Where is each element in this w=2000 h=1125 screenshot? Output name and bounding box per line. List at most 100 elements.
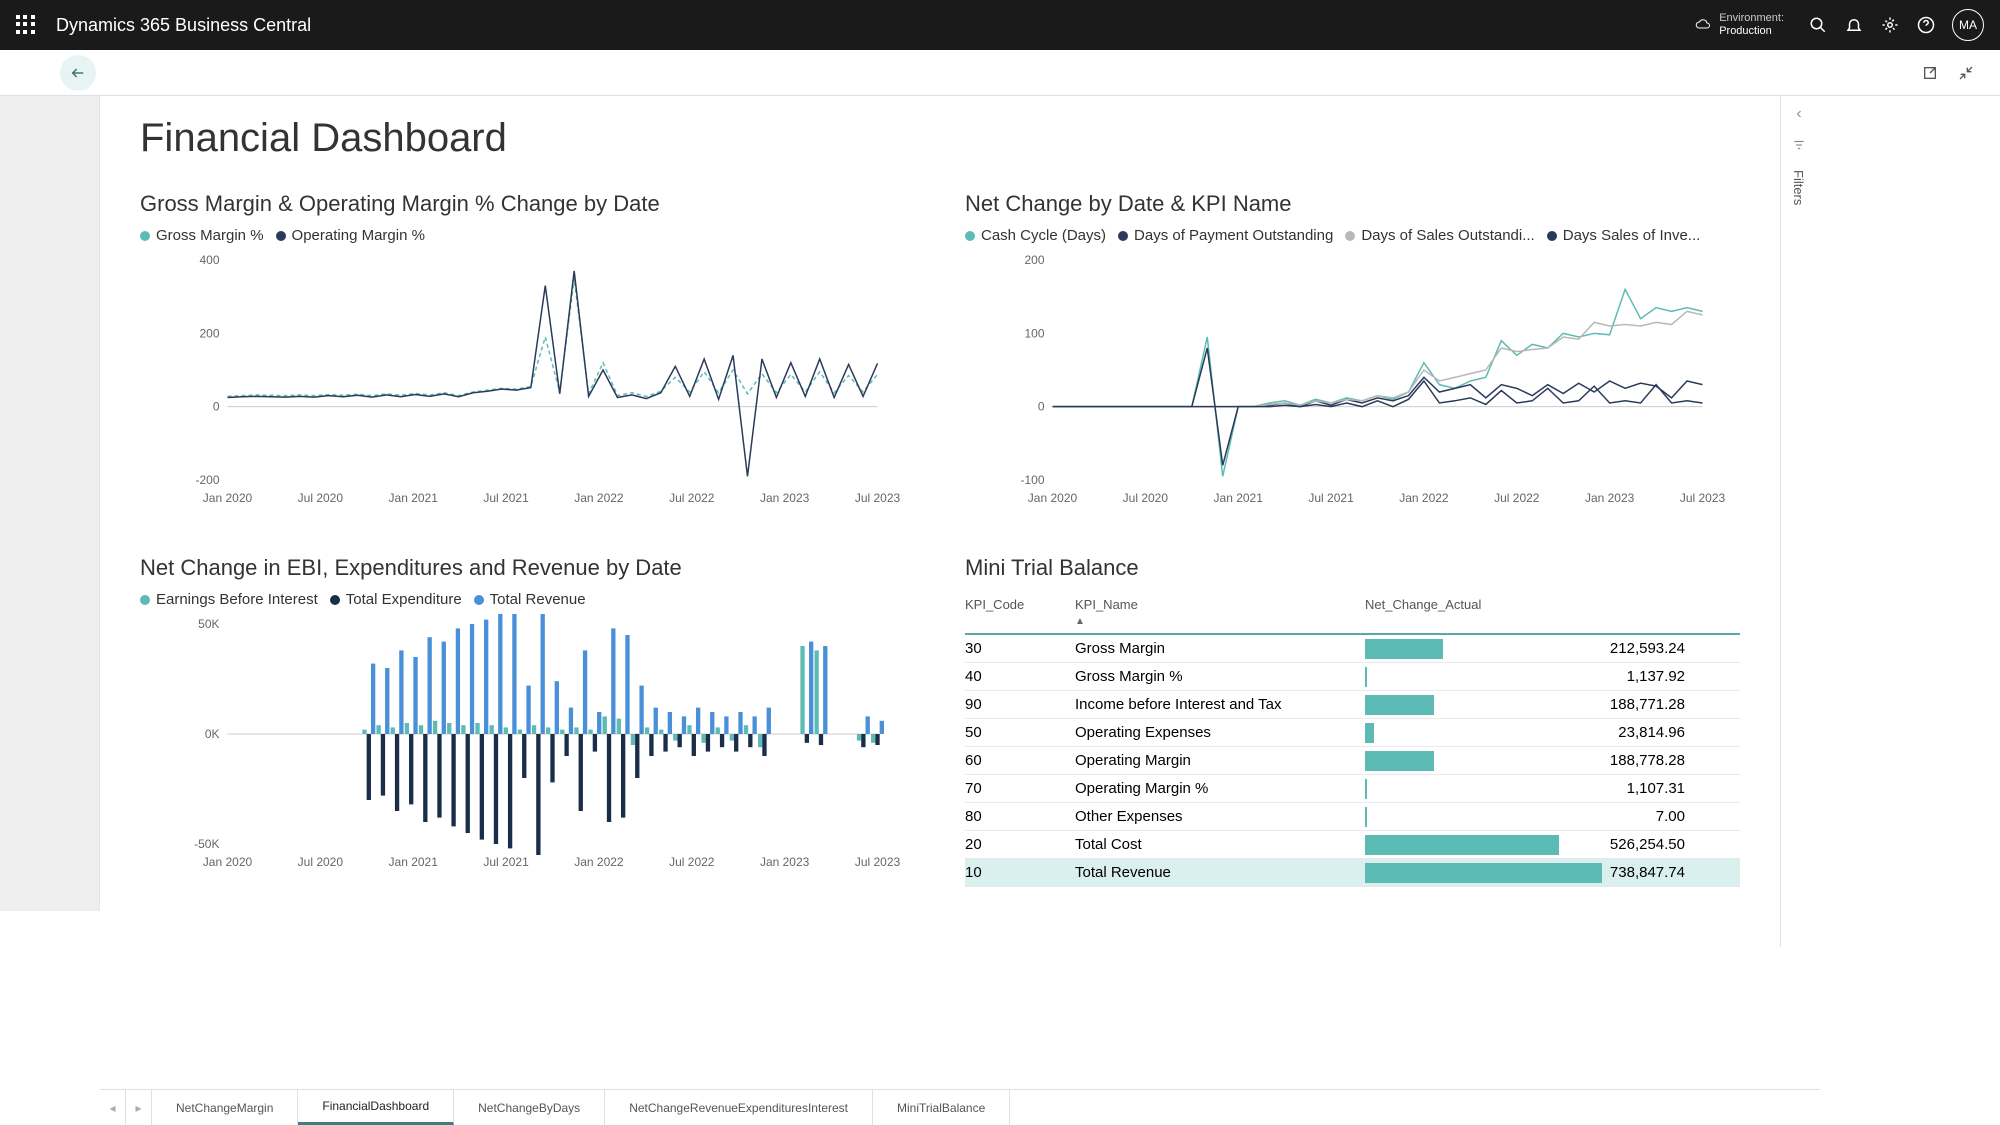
- legend-item[interactable]: Gross Margin %: [140, 227, 264, 244]
- tab-minitrialbalance[interactable]: MiniTrialBalance: [873, 1090, 1010, 1125]
- svg-text:-50K: -50K: [194, 837, 219, 851]
- svg-text:Jul 2022: Jul 2022: [669, 855, 715, 869]
- legend-item[interactable]: Operating Margin %: [276, 227, 425, 244]
- legend-item[interactable]: Earnings Before Interest: [140, 591, 318, 608]
- svg-text:Jan 2023: Jan 2023: [760, 855, 810, 869]
- svg-text:100: 100: [1024, 326, 1044, 340]
- chart1-canvas: -2000200400Jan 2020Jul 2020Jan 2021Jul 2…: [140, 250, 915, 510]
- legend-dot: [140, 595, 150, 605]
- svg-text:-100: -100: [1020, 473, 1044, 487]
- tab-financialdashboard[interactable]: FinancialDashboard: [298, 1090, 454, 1125]
- gear-icon[interactable]: [1872, 7, 1908, 43]
- waffle-icon[interactable]: [16, 15, 36, 35]
- chart2-legend: Cash Cycle (Days) Days of Payment Outstan…: [965, 227, 1740, 244]
- report-tabs: ◂ ▸ NetChangeMarginFinancialDashboardNet…: [100, 1089, 1820, 1125]
- svg-text:Jan 2020: Jan 2020: [1028, 491, 1078, 505]
- bar-value: 738,847.74: [1610, 864, 1685, 881]
- filters-pane[interactable]: Filters: [1780, 96, 1816, 947]
- cell-code: 90: [965, 696, 1075, 713]
- bell-icon[interactable]: [1836, 7, 1872, 43]
- legend-item[interactable]: Days of Payment Outstanding: [1118, 227, 1333, 244]
- cell-name: Operating Margin %: [1075, 780, 1365, 797]
- tab-prev[interactable]: ◂: [100, 1090, 126, 1125]
- left-gutter: [0, 96, 100, 911]
- table-row[interactable]: 50Operating Expenses23,814.96: [965, 719, 1740, 747]
- bar-fill: [1365, 779, 1367, 799]
- bar-fill: [1365, 835, 1559, 855]
- svg-text:Jul 2021: Jul 2021: [1308, 491, 1354, 505]
- environment-indicator[interactable]: Environment: Production: [1695, 12, 1784, 38]
- chart3-title: Net Change in EBI, Expenditures and Reve…: [140, 555, 915, 581]
- help-icon[interactable]: [1908, 7, 1944, 43]
- legend-dot: [276, 231, 286, 241]
- tab-netchangemargin[interactable]: NetChangeMargin: [152, 1090, 298, 1125]
- svg-text:Jul 2020: Jul 2020: [1123, 491, 1169, 505]
- cell-name: Gross Margin %: [1075, 668, 1365, 685]
- svg-text:Jul 2021: Jul 2021: [483, 855, 529, 869]
- cell-name: Gross Margin: [1075, 640, 1365, 657]
- svg-text:Jul 2023: Jul 2023: [1680, 491, 1726, 505]
- legend-label: Gross Margin %: [156, 227, 264, 244]
- col-kpi-name[interactable]: KPI_Name▲: [1075, 597, 1365, 627]
- svg-text:Jan 2021: Jan 2021: [389, 491, 439, 505]
- bar-fill: [1365, 807, 1367, 827]
- svg-text:Jan 2020: Jan 2020: [203, 855, 253, 869]
- svg-text:Jan 2022: Jan 2022: [574, 855, 624, 869]
- svg-text:Jul 2020: Jul 2020: [298, 491, 344, 505]
- popout-icon[interactable]: [1916, 59, 1944, 87]
- cell-code: 60: [965, 752, 1075, 769]
- svg-text:Jul 2022: Jul 2022: [669, 491, 715, 505]
- bar-fill: [1365, 863, 1602, 883]
- arrow-left-icon: [70, 65, 86, 81]
- table-row[interactable]: 60Operating Margin188,778.28: [965, 747, 1740, 775]
- svg-text:Jul 2021: Jul 2021: [483, 491, 529, 505]
- col-kpi-code[interactable]: KPI_Code: [965, 597, 1075, 627]
- filter-icon[interactable]: [1792, 138, 1806, 152]
- bar-fill: [1365, 639, 1443, 659]
- bar-fill: [1365, 723, 1374, 743]
- table-row[interactable]: 20Total Cost526,254.50: [965, 831, 1740, 859]
- svg-text:Jan 2022: Jan 2022: [1399, 491, 1449, 505]
- svg-text:Jan 2023: Jan 2023: [760, 491, 810, 505]
- collapse-icon[interactable]: [1952, 59, 1980, 87]
- chart3-canvas: -50K0K50KJan 2020Jul 2020Jan 2021Jul 202…: [140, 614, 915, 874]
- cell-value: 738,847.74: [1365, 863, 1685, 883]
- table-row[interactable]: 40Gross Margin %1,137.92: [965, 663, 1740, 691]
- cell-code: 30: [965, 640, 1075, 657]
- cell-name: Total Cost: [1075, 836, 1365, 853]
- legend-item[interactable]: Days Sales of Inve...: [1547, 227, 1701, 244]
- table-row[interactable]: 80Other Expenses7.00: [965, 803, 1740, 831]
- search-icon[interactable]: [1800, 7, 1836, 43]
- tab-next[interactable]: ▸: [126, 1090, 152, 1125]
- legend-item[interactable]: Total Expenditure: [330, 591, 462, 608]
- cell-value: 188,778.28: [1365, 751, 1685, 771]
- page-header: [0, 50, 2000, 96]
- cell-value: 188,771.28: [1365, 695, 1685, 715]
- table-row[interactable]: 30Gross Margin212,593.24: [965, 635, 1740, 663]
- legend-item[interactable]: Cash Cycle (Days): [965, 227, 1106, 244]
- cell-name: Operating Expenses: [1075, 724, 1365, 741]
- cell-name: Operating Margin: [1075, 752, 1365, 769]
- legend-item[interactable]: Total Revenue: [474, 591, 586, 608]
- col-net-change[interactable]: Net_Change_Actual: [1365, 597, 1685, 627]
- legend-label: Days of Sales Outstandi...: [1361, 227, 1534, 244]
- back-button[interactable]: [60, 55, 96, 91]
- svg-text:400: 400: [199, 253, 219, 267]
- chart2-title: Net Change by Date & KPI Name: [965, 191, 1740, 217]
- table-row[interactable]: 90Income before Interest and Tax188,771.…: [965, 691, 1740, 719]
- tab-netchangerevenueexpendituresinterest[interactable]: NetChangeRevenueExpendituresInterest: [605, 1090, 873, 1125]
- chevron-left-icon[interactable]: [1793, 108, 1805, 120]
- svg-text:200: 200: [1024, 253, 1044, 267]
- chart1-legend: Gross Margin % Operating Margin %: [140, 227, 915, 244]
- table-row[interactable]: 10Total Revenue738,847.74: [965, 859, 1740, 887]
- legend-label: Earnings Before Interest: [156, 591, 318, 608]
- bar-value: 23,814.96: [1618, 724, 1685, 741]
- avatar[interactable]: MA: [1952, 9, 1984, 41]
- legend-label: Total Revenue: [490, 591, 586, 608]
- legend-item[interactable]: Days of Sales Outstandi...: [1345, 227, 1534, 244]
- cell-value: 526,254.50: [1365, 835, 1685, 855]
- chart-net-change-kpi: Net Change by Date & KPI Name Cash Cycle…: [965, 191, 1740, 515]
- table-row[interactable]: 70Operating Margin %1,107.31: [965, 775, 1740, 803]
- tab-netchangebydays[interactable]: NetChangeByDays: [454, 1090, 605, 1125]
- legend-dot: [1547, 231, 1557, 241]
